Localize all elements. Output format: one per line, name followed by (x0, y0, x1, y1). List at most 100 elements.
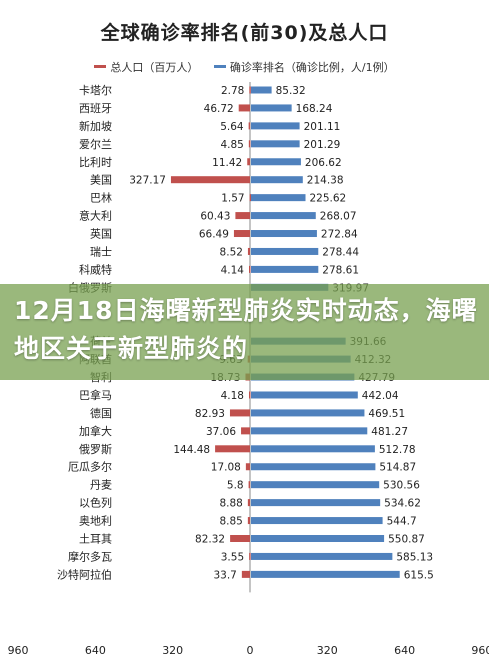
data-label-population: 144.48 (173, 444, 210, 456)
bar-population (215, 445, 250, 453)
data-label-population: 8.85 (219, 516, 242, 528)
bar-rate (251, 427, 368, 435)
data-label-population: 2.78 (221, 85, 244, 97)
data-label-rate: 514.87 (379, 462, 416, 474)
data-label-rate: 469.51 (368, 408, 405, 420)
bar-population (229, 409, 250, 417)
data-label-population: 37.06 (206, 426, 236, 438)
x-tick-label: 320 (162, 644, 183, 657)
bar-rate (251, 176, 303, 184)
legend-swatch-rate (213, 65, 226, 68)
bar-rate (251, 158, 301, 166)
bar-population (247, 499, 250, 507)
bar-population (245, 463, 250, 471)
bar-rate (251, 230, 317, 238)
category-label: 意大利 (79, 209, 112, 223)
bar-population (248, 265, 251, 273)
data-label-rate: 550.87 (388, 534, 425, 546)
bar-population (248, 391, 251, 399)
bar-rate (251, 499, 381, 507)
bar-rate (251, 194, 306, 202)
bar-population (170, 176, 250, 184)
category-label: 以色列 (79, 496, 112, 510)
category-label: 英国 (90, 227, 112, 241)
category-label: 比利时 (79, 156, 112, 169)
data-label-rate: 512.78 (379, 444, 416, 456)
data-label-population: 46.72 (204, 103, 234, 115)
category-label: 西班牙 (79, 102, 112, 115)
data-label-population: 33.7 (213, 569, 236, 581)
category-label: 美国 (90, 174, 112, 187)
bar-population (247, 247, 250, 255)
category-label: 卡塔尔 (79, 84, 112, 97)
bar-population (230, 535, 250, 542)
data-label-population: 8.88 (219, 498, 242, 510)
data-label-population: 82.32 (195, 534, 225, 546)
category-label: 加拿大 (79, 424, 112, 438)
bar-population (249, 194, 252, 202)
category-label: 奥地利 (79, 514, 112, 528)
category-label: 巴林 (90, 191, 112, 205)
category-label: 巴拿马 (79, 388, 112, 402)
legend-item-rate: 确诊率排名（确诊比例，人/1例） (213, 59, 395, 75)
bar-population (241, 427, 250, 435)
bar-rate (251, 517, 383, 525)
category-label: 厄瓜多尔 (68, 460, 112, 474)
data-label-rate: 278.44 (322, 246, 359, 258)
x-tick-label: 960 (471, 644, 489, 657)
category-label: 德国 (90, 406, 112, 420)
bar-population (248, 140, 251, 148)
bar-rate (251, 463, 376, 471)
bar-rate (251, 391, 358, 399)
x-tick-label: 640 (394, 644, 415, 657)
category-label: 土耳其 (79, 533, 112, 546)
category-label: 摩尔多瓦 (68, 549, 112, 563)
data-label-rate: 481.27 (371, 426, 408, 438)
data-label-rate: 585.13 (396, 551, 433, 563)
data-label-rate: 206.62 (305, 157, 342, 169)
data-label-rate: 544.7 (387, 516, 417, 528)
bar-rate (251, 122, 300, 130)
data-label-population: 1.57 (221, 193, 244, 205)
legend-swatch-population (94, 65, 107, 68)
bar-rate (251, 265, 319, 273)
data-label-rate: 225.62 (310, 193, 347, 205)
bar-rate (251, 104, 292, 112)
x-tick-label: 0 (247, 644, 254, 657)
data-label-population: 5.8 (227, 480, 244, 492)
category-label: 爱尔兰 (79, 138, 112, 151)
data-label-rate: 201.11 (304, 121, 341, 133)
bar-population (238, 104, 250, 112)
bar-population (241, 570, 250, 578)
legend: 总人口（百万人） 确诊率排名（确诊比例，人/1例） (0, 58, 489, 75)
bar-population (247, 158, 250, 166)
banner-text: 12月18日海曙新型肺炎实时动态，海曙地区关于新型肺炎的 (14, 296, 478, 363)
x-tick-label: 960 (8, 644, 29, 657)
legend-label-population: 总人口（百万人） (110, 60, 199, 74)
data-label-population: 3.55 (221, 551, 244, 563)
bar-population (249, 552, 251, 560)
bar-population (247, 517, 250, 525)
bar-population (235, 212, 250, 220)
category-label: 俄罗斯 (79, 443, 112, 456)
bar-population (249, 86, 251, 94)
data-label-population: 4.14 (221, 264, 245, 276)
data-label-rate: 85.32 (276, 85, 306, 97)
data-label-rate: 268.07 (320, 211, 357, 223)
data-label-rate: 272.84 (321, 229, 358, 241)
data-label-rate: 168.24 (296, 103, 333, 115)
bar-rate (251, 212, 316, 220)
legend-item-population: 总人口（百万人） (94, 59, 198, 75)
data-label-rate: 278.61 (322, 264, 359, 276)
data-label-population: 4.18 (221, 390, 244, 402)
bar-rate (251, 247, 319, 255)
bar-rate (251, 535, 385, 542)
category-label: 新加坡 (79, 119, 112, 133)
data-label-population: 327.17 (129, 175, 166, 187)
legend-label-rate: 确诊率排名（确诊比例，人/1例） (229, 60, 395, 74)
data-label-rate: 201.29 (304, 139, 341, 151)
data-label-population: 60.43 (200, 211, 230, 223)
data-label-population: 4.85 (220, 139, 243, 151)
data-label-population: 82.93 (195, 408, 225, 420)
